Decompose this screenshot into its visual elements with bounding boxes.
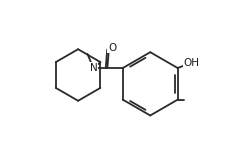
Text: O: O bbox=[108, 43, 116, 53]
Text: OH: OH bbox=[183, 58, 199, 68]
Text: N: N bbox=[90, 63, 97, 73]
